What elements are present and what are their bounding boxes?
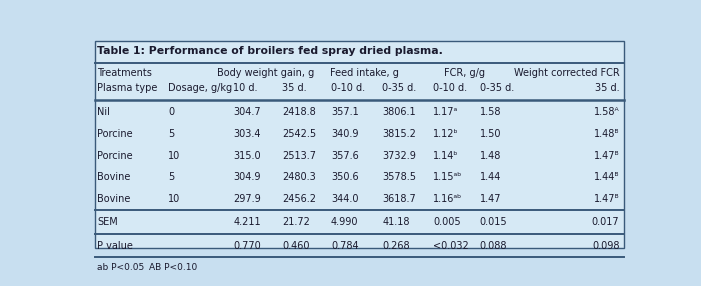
Text: 4.211: 4.211 [233, 217, 261, 227]
Text: Porcine: Porcine [97, 151, 133, 161]
Text: 1.15ᵃᵇ: 1.15ᵃᵇ [433, 172, 463, 182]
Text: 0-35 d.: 0-35 d. [480, 83, 514, 93]
Text: 10: 10 [168, 151, 180, 161]
Text: Bovine: Bovine [97, 194, 131, 204]
Text: 1.44ᴮ: 1.44ᴮ [594, 172, 620, 182]
Text: 35 d.: 35 d. [282, 83, 307, 93]
Text: 2513.7: 2513.7 [282, 151, 316, 161]
Text: 340.9: 340.9 [331, 129, 358, 139]
Text: 0.088: 0.088 [480, 241, 508, 251]
Text: Feed intake, g: Feed intake, g [330, 68, 399, 78]
Text: Treatments: Treatments [97, 68, 152, 78]
Text: 0.005: 0.005 [433, 217, 461, 227]
Text: ab P<0.05: ab P<0.05 [97, 263, 144, 272]
Text: Porcine: Porcine [97, 129, 133, 139]
Text: 0.460: 0.460 [282, 241, 310, 251]
Text: 2418.8: 2418.8 [282, 108, 316, 118]
Text: 1.47ᴮ: 1.47ᴮ [594, 151, 620, 161]
Text: P value: P value [97, 241, 133, 251]
Text: 0.098: 0.098 [592, 241, 620, 251]
Text: 0.015: 0.015 [480, 217, 508, 227]
Text: 0.017: 0.017 [592, 217, 620, 227]
Text: 0-10 d.: 0-10 d. [331, 83, 365, 93]
Text: 3732.9: 3732.9 [382, 151, 416, 161]
Text: 3815.2: 3815.2 [382, 129, 416, 139]
Text: AB P<0.10: AB P<0.10 [149, 263, 197, 272]
Text: 350.6: 350.6 [331, 172, 359, 182]
Text: 5: 5 [168, 172, 175, 182]
Text: Plasma type: Plasma type [97, 83, 158, 93]
Text: SEM: SEM [97, 217, 118, 227]
Text: 0-10 d.: 0-10 d. [433, 83, 468, 93]
Text: 0-35 d.: 0-35 d. [382, 83, 416, 93]
Text: 0.770: 0.770 [233, 241, 261, 251]
Text: 3578.5: 3578.5 [382, 172, 416, 182]
Text: Nil: Nil [97, 108, 110, 118]
Text: 5: 5 [168, 129, 175, 139]
Text: 344.0: 344.0 [331, 194, 358, 204]
Text: Table 1: Performance of broilers fed spray dried plasma.: Table 1: Performance of broilers fed spr… [97, 46, 443, 56]
Text: 304.9: 304.9 [233, 172, 261, 182]
Text: 1.17ᵃ: 1.17ᵃ [433, 108, 458, 118]
Text: 2480.3: 2480.3 [282, 172, 316, 182]
Text: 1.47ᴮ: 1.47ᴮ [594, 194, 620, 204]
Text: 1.48ᴮ: 1.48ᴮ [594, 129, 620, 139]
Text: 3806.1: 3806.1 [382, 108, 416, 118]
Text: 0.784: 0.784 [331, 241, 359, 251]
Text: Bovine: Bovine [97, 172, 131, 182]
Text: 21.72: 21.72 [282, 217, 310, 227]
Text: 1.47: 1.47 [480, 194, 501, 204]
Text: 1.12ᵇ: 1.12ᵇ [433, 129, 458, 139]
Text: 41.18: 41.18 [382, 217, 409, 227]
Text: 35 d.: 35 d. [595, 83, 620, 93]
Text: FCR, g/g: FCR, g/g [444, 68, 485, 78]
Text: Weight corrected FCR: Weight corrected FCR [514, 68, 620, 78]
Text: <0.032: <0.032 [433, 241, 469, 251]
Text: 304.7: 304.7 [233, 108, 261, 118]
Text: 1.58ᴬ: 1.58ᴬ [594, 108, 620, 118]
Text: 1.58: 1.58 [480, 108, 501, 118]
Text: 3618.7: 3618.7 [382, 194, 416, 204]
Text: 303.4: 303.4 [233, 129, 261, 139]
Text: 0: 0 [168, 108, 174, 118]
Text: 10 d.: 10 d. [233, 83, 258, 93]
Text: 2542.5: 2542.5 [282, 129, 316, 139]
Text: 0.268: 0.268 [382, 241, 409, 251]
Text: 357.6: 357.6 [331, 151, 359, 161]
Text: Body weight gain, g: Body weight gain, g [217, 68, 315, 78]
Text: 1.44: 1.44 [480, 172, 501, 182]
Text: 297.9: 297.9 [233, 194, 261, 204]
Text: 1.50: 1.50 [480, 129, 501, 139]
Text: 2456.2: 2456.2 [282, 194, 316, 204]
Text: 1.48: 1.48 [480, 151, 501, 161]
Text: 4.990: 4.990 [331, 217, 358, 227]
Text: 10: 10 [168, 194, 180, 204]
Text: 1.14ᵇ: 1.14ᵇ [433, 151, 458, 161]
Text: 1.16ᵃᵇ: 1.16ᵃᵇ [433, 194, 463, 204]
Text: 357.1: 357.1 [331, 108, 359, 118]
Text: 315.0: 315.0 [233, 151, 261, 161]
Text: Dosage, g/kg: Dosage, g/kg [168, 83, 232, 93]
